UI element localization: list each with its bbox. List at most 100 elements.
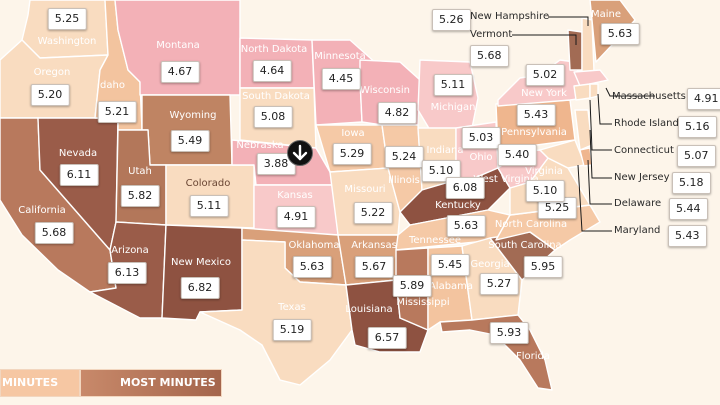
label-illinois: Illinois (388, 175, 420, 186)
label-new-jersey: New Jersey (614, 172, 670, 183)
label-north-carolina: North Carolina (494, 219, 568, 230)
value-florida: 5.93 (489, 322, 529, 344)
value-wyoming: 5.49 (170, 130, 210, 152)
down-arrow-icon (287, 140, 313, 166)
value-tennessee: 5.89 (392, 275, 432, 297)
label-delaware: Delaware (614, 198, 662, 209)
label-iowa: Iowa (341, 128, 365, 139)
value-illinois: 5.24 (384, 146, 424, 168)
label-florida: Florida (515, 351, 551, 362)
label-pennsylvania: Pennsylvania (501, 127, 567, 138)
label-maryland: Maryland (614, 225, 661, 236)
callout-lines (512, 16, 655, 232)
value-iowa: 5.29 (332, 143, 372, 165)
label-kentucky: Kentucky (435, 200, 481, 211)
value-arkansas: 5.67 (354, 256, 394, 278)
value-new-jersey: 5.18 (672, 172, 711, 194)
label-colorado: Colorado (185, 178, 231, 189)
label-minnesota: Minnesota (314, 51, 366, 62)
label-washington: Washington (37, 36, 97, 47)
label-south-carolina: South Carolina (488, 240, 562, 251)
state-texas[interactable] (199, 239, 353, 386)
label-massachusetts: Massachusetts (612, 91, 686, 102)
value-oregon: 5.20 (30, 84, 70, 106)
value-louisiana: 6.57 (367, 327, 407, 349)
value-pennsylvania: 5.40 (497, 144, 537, 166)
value-south-carolina: 5.95 (523, 256, 563, 278)
value-california: 5.68 (34, 222, 74, 244)
value-idaho: 5.21 (97, 101, 137, 123)
label-new-mexico: New Mexico (171, 257, 231, 268)
label-virginia: Virginia (525, 166, 563, 177)
state-rhode-island[interactable] (589, 83, 599, 99)
label-nebraska: Nebraska (236, 140, 284, 151)
label-california: California (18, 205, 66, 216)
label-rhode-island: Rhode Island (614, 118, 679, 129)
label-oregon: Oregon (33, 67, 71, 78)
label-nevada: Nevada (58, 148, 98, 159)
legend-high-label: MOST MINUTES (120, 376, 216, 389)
value-new-york: 5.43 (516, 104, 556, 126)
label-texas: Texas (278, 302, 306, 313)
state-vermont[interactable] (567, 29, 583, 71)
label-new-york: New York (521, 88, 567, 99)
label-north-dakota: North Dakota (240, 44, 308, 55)
value-georgia: 5.27 (479, 273, 519, 295)
value-unlabeled: 5.02 (525, 64, 565, 86)
label-missouri: Missouri (344, 184, 386, 195)
value-minnesota: 4.45 (321, 68, 361, 90)
value-new-mexico: 6.82 (180, 277, 220, 299)
label-utah: Utah (128, 166, 152, 177)
state-massachusetts[interactable] (573, 69, 609, 87)
value-south-dakota: 5.08 (253, 106, 293, 128)
value-connecticut: 5.07 (677, 145, 716, 167)
value-michigan: 5.11 (433, 74, 473, 96)
value-utah: 5.82 (120, 185, 160, 207)
value-nebraska: 3.88 (256, 153, 296, 175)
label-west-virginia: West Virginia (473, 174, 539, 185)
value-arizona: 6.13 (107, 262, 147, 284)
state-montana[interactable] (114, 0, 241, 96)
state-maryland[interactable] (539, 139, 586, 169)
state-new-mexico[interactable] (161, 224, 243, 321)
value-montana: 4.67 (160, 61, 200, 83)
label-wyoming: Wyoming (169, 110, 217, 121)
value-oklahoma: 5.63 (292, 256, 332, 278)
value-colorado: 5.11 (189, 195, 229, 217)
value-missouri: 5.22 (353, 202, 393, 224)
label-tennessee: Tennessee (408, 235, 462, 246)
legend-low-label: MINUTES (2, 376, 59, 389)
value-washington: 5.25 (47, 8, 87, 30)
state-delaware[interactable] (579, 147, 593, 167)
state-connecticut[interactable] (573, 83, 591, 101)
value-wisconsin: 4.82 (377, 102, 417, 124)
label-arkansas: Arkansas (351, 240, 397, 251)
value-vermont: 5.68 (470, 45, 509, 67)
label-louisiana: Louisiana (345, 304, 393, 315)
label-connecticut: Connecticut (614, 145, 674, 156)
label-arizona: Arizona (111, 245, 149, 256)
value-new-hampshire: 5.26 (432, 9, 471, 31)
state-new-jersey[interactable] (574, 109, 593, 151)
value-indiana: 5.10 (421, 160, 461, 182)
label-michigan: Michigan (430, 102, 476, 113)
label-south-dakota: South Dakota (242, 91, 310, 102)
legend: MINUTES MOST MINUTES (0, 369, 222, 397)
label-oklahoma: Oklahoma (288, 240, 340, 251)
value-nevada: 6.11 (59, 164, 99, 186)
value-north-dakota: 4.64 (252, 60, 292, 82)
value-west-virginia: 6.08 (445, 177, 485, 199)
value-kentucky: 5.63 (446, 215, 486, 237)
value-massachusetts: 4.91 (687, 88, 720, 110)
value-maine: 5.63 (600, 23, 640, 45)
value-texas: 5.19 (272, 319, 312, 341)
label-mississippi: Mississippi (396, 297, 450, 308)
legend-low-swatch (0, 369, 80, 397)
value-virginia: 5.10 (525, 180, 565, 202)
value-north-carolina: 5.25 (537, 197, 577, 219)
label-vermont: Vermont (470, 29, 513, 40)
value-rhode-island: 5.16 (678, 116, 717, 138)
label-ohio: Ohio (469, 152, 493, 163)
value-maryland: 5.43 (668, 225, 707, 247)
value-ohio: 5.03 (461, 127, 501, 149)
